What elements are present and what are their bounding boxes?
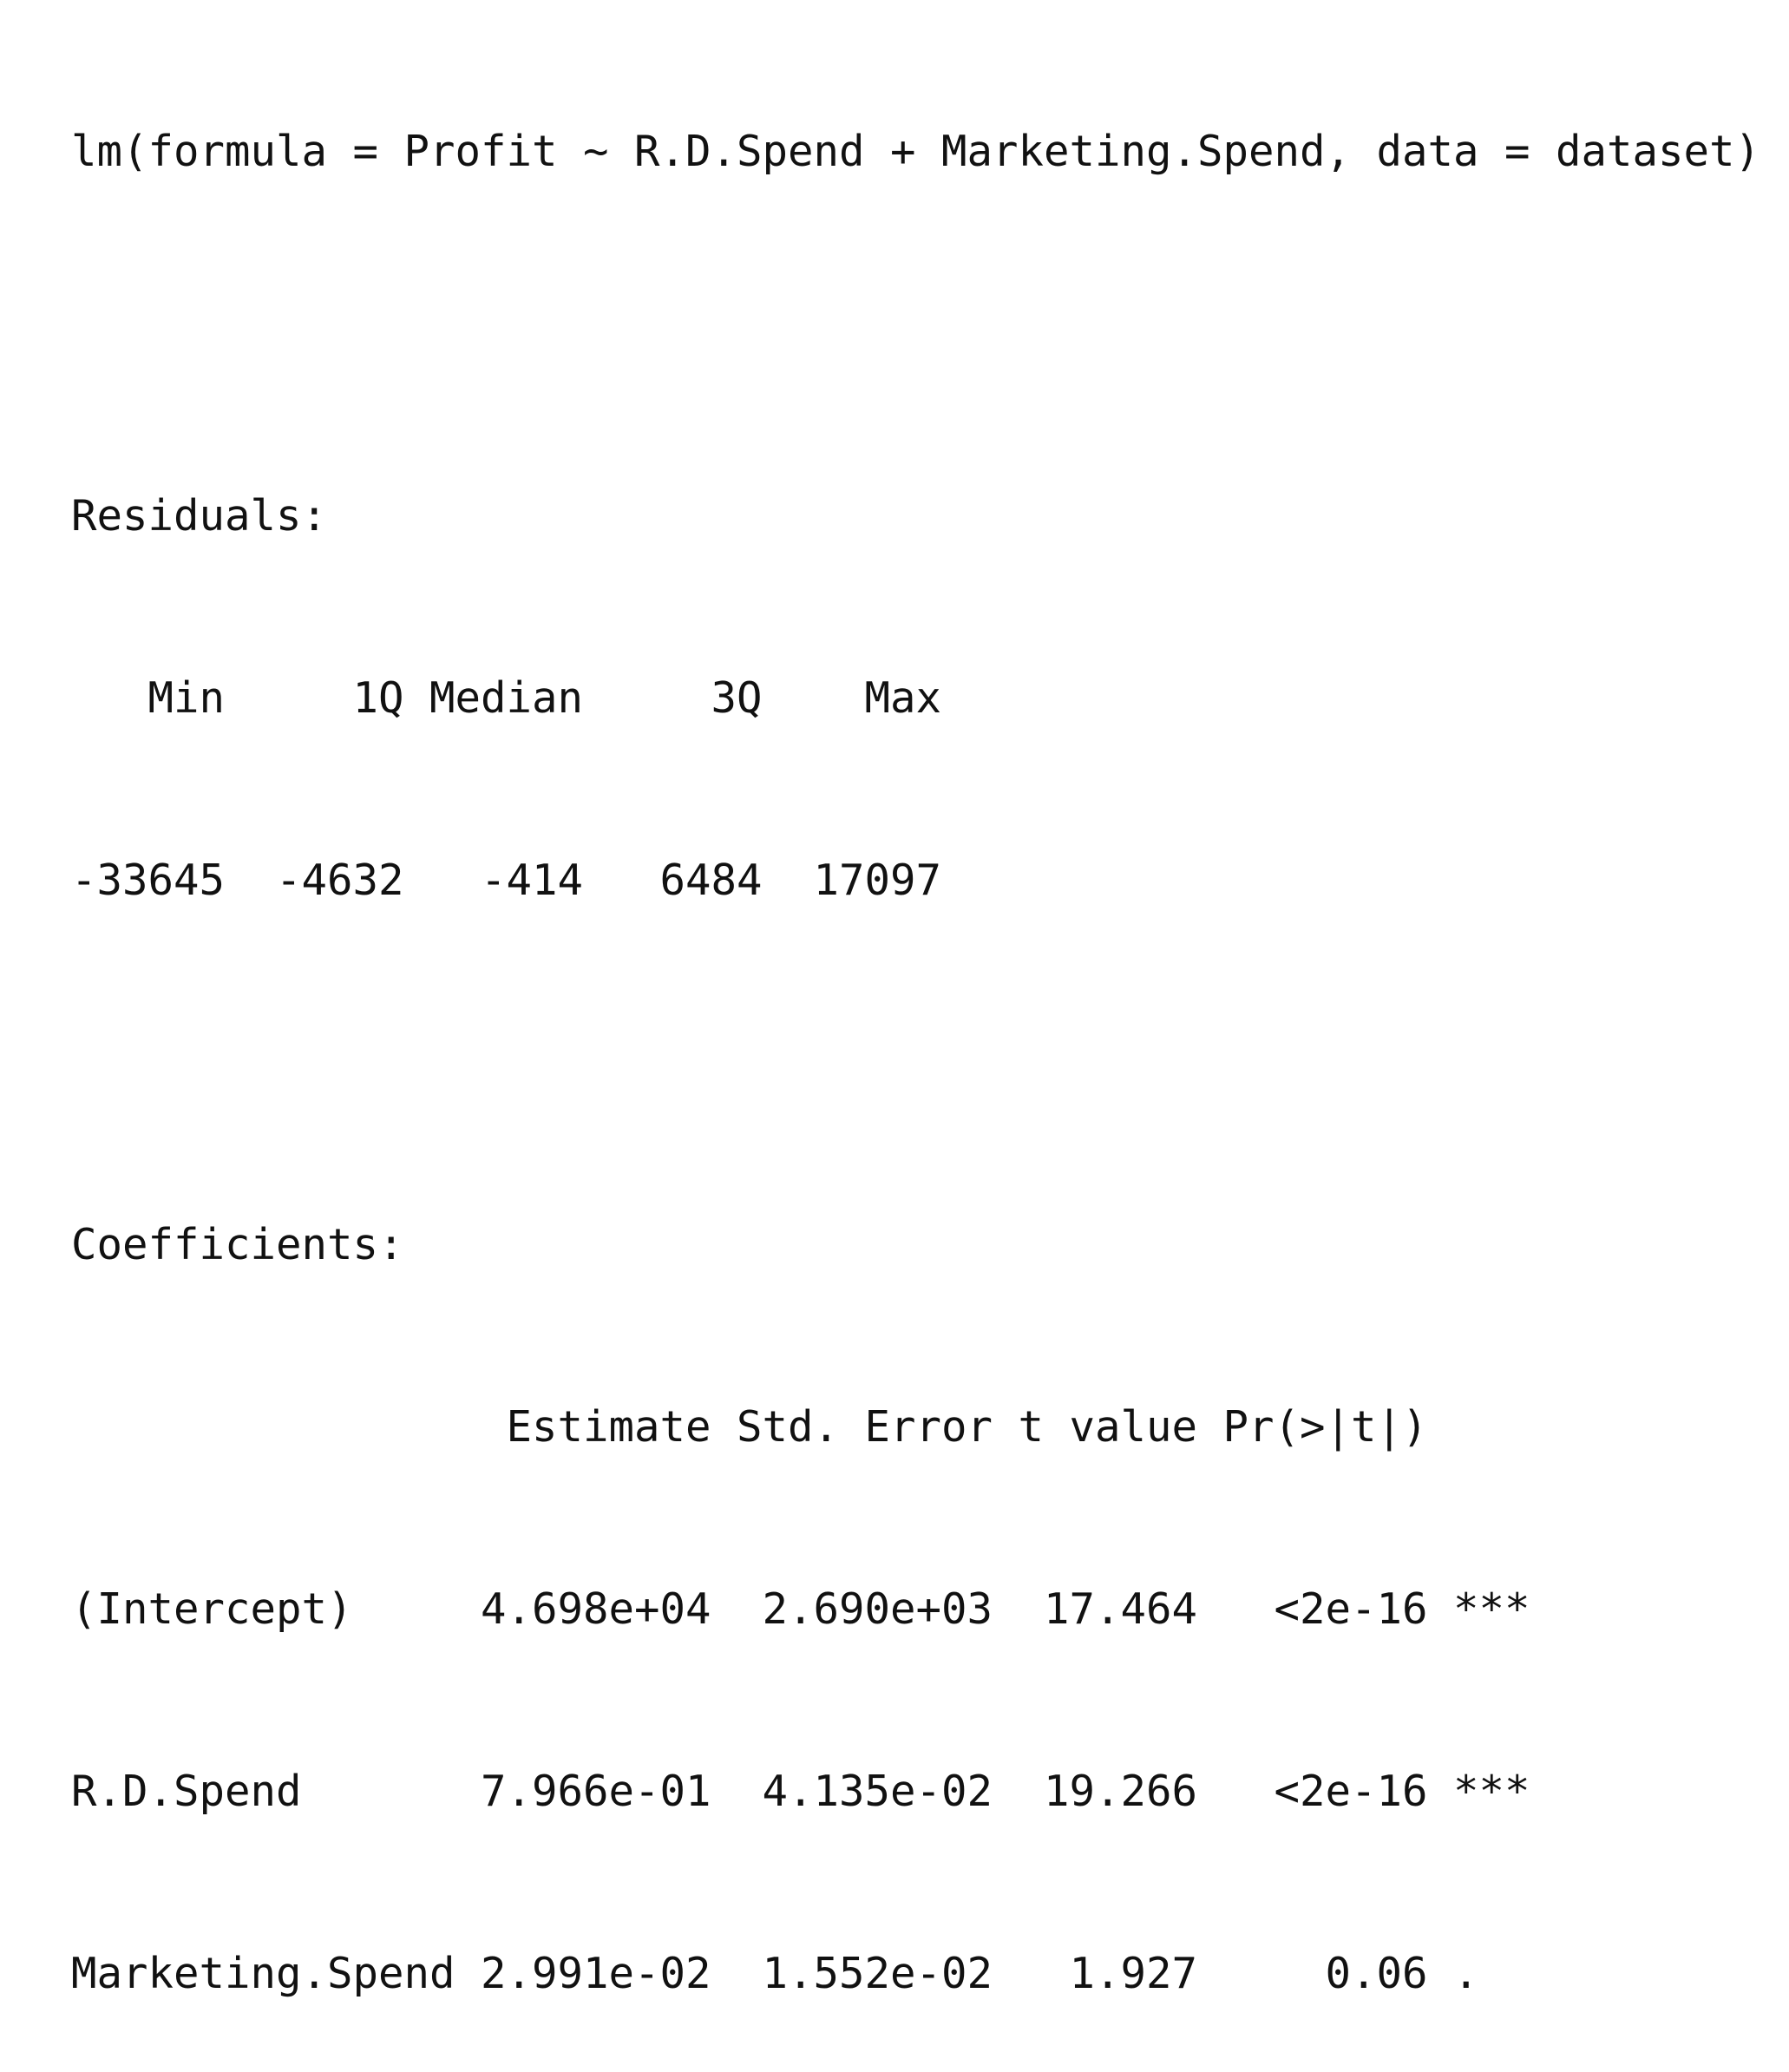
residuals-values: -33645 -4632 -414 6484 17097 <box>71 856 967 905</box>
residuals-header: Min 1Q Median 3Q Max <box>71 673 967 723</box>
blank-line <box>71 304 1780 364</box>
r-console-output: lm(formula = Profit ~ R.D.Spend + Market… <box>71 0 1780 2072</box>
residuals-heading: Residuals: <box>71 491 328 541</box>
model-call: lm(formula = Profit ~ R.D.Spend + Market… <box>71 127 1761 176</box>
coefficients-header: Estimate Std. Error t value Pr(>|t|) <box>71 1402 1530 1452</box>
coefficients-heading: Coefficients: <box>71 1220 404 1269</box>
coefficient-row-marketing-spend: Marketing.Spend 2.991e-02 1.552e-02 1.92… <box>71 1949 1530 1998</box>
blank-line <box>71 1033 1780 1093</box>
coefficient-row-rd-spend: R.D.Spend 7.966e-01 4.135e-02 19.266 <2e… <box>71 1767 1530 1816</box>
coefficient-row-intercept: (Intercept) 4.698e+04 2.690e+03 17.464 <… <box>71 1584 1530 1634</box>
